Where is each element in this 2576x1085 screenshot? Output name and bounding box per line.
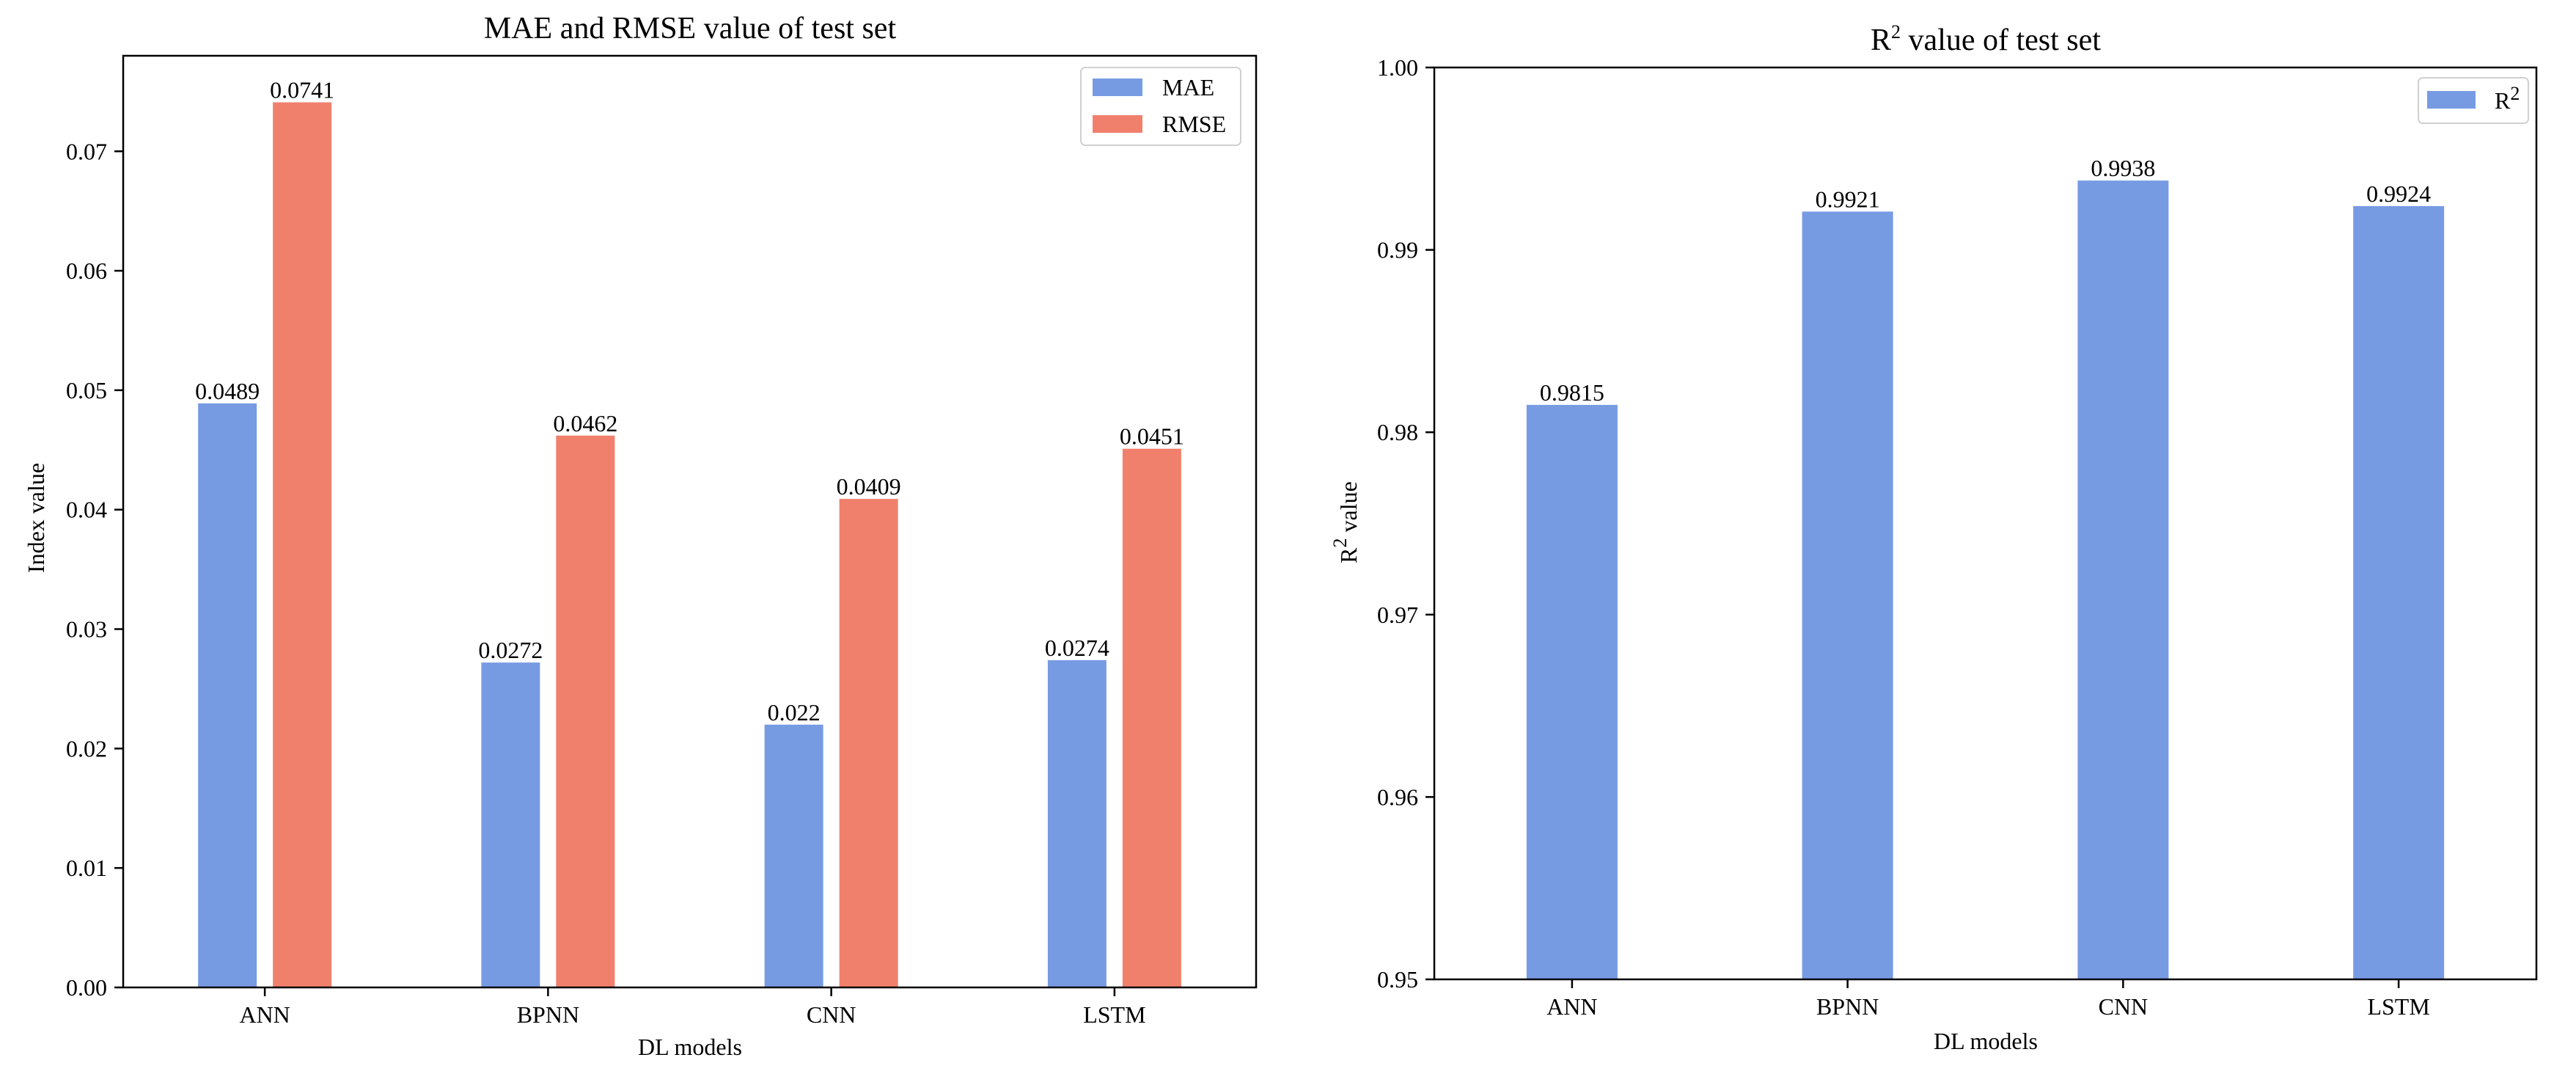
y-tick-label: 0.96 — [1377, 783, 1418, 810]
bar-mae-bpnn — [481, 662, 540, 987]
right-x-axis-label: DL models — [1934, 1028, 2038, 1054]
data-label: 0.9815 — [1540, 379, 1604, 406]
bar-r2-cnn — [2077, 180, 2169, 980]
mae-rmse-chart: MAE and RMSE value of test set DL models… — [23, 12, 1258, 1060]
x-tick-label: CNN — [807, 1001, 856, 1028]
right-legend: R2 — [2418, 77, 2529, 124]
data-label: 0.9924 — [2366, 180, 2431, 207]
y-tick-label: 0.95 — [1377, 966, 1418, 993]
bar-r2-lstm — [2353, 205, 2445, 979]
data-label: 0.0272 — [478, 637, 543, 663]
data-label: 0.9921 — [1816, 186, 1880, 212]
y-tick-label: 0.07 — [66, 138, 107, 164]
bar-r2-ann — [1526, 404, 1618, 979]
bar-rmse-lstm — [1122, 448, 1181, 987]
right-plot-frame — [1433, 66, 2538, 981]
y-tick-label: 0.06 — [66, 257, 107, 284]
right-chart-title: R2 value of test set — [1871, 21, 2101, 57]
bar-rmse-cnn — [839, 499, 898, 987]
data-label: 0.0489 — [195, 378, 260, 404]
y-tick-label: 0.99 — [1377, 237, 1418, 263]
data-label: 0.022 — [768, 699, 821, 726]
legend-swatch-mae — [1093, 78, 1142, 96]
left-y-axis-label: Index value — [23, 463, 49, 573]
legend-label-mae: MAE — [1162, 74, 1214, 101]
right-y-axis-label: R2 value — [1329, 481, 1362, 563]
data-label: 0.0409 — [837, 473, 901, 500]
bar-rmse-ann — [273, 102, 332, 987]
x-tick-label: BPNN — [517, 1001, 579, 1028]
y-tick-label: 0.98 — [1377, 419, 1418, 445]
left-x-axis-label: DL models — [638, 1034, 742, 1060]
x-tick-label: BPNN — [1816, 993, 1879, 1020]
left-plot-frame — [122, 54, 1258, 989]
data-label: 0.0741 — [270, 77, 334, 103]
data-label: 0.0451 — [1120, 423, 1184, 450]
bar-mae-lstm — [1047, 660, 1107, 987]
bar-r2-bpnn — [1802, 211, 1893, 979]
x-tick-label: LSTM — [2367, 993, 2429, 1020]
y-tick-label: 0.00 — [66, 974, 107, 1001]
y-tick-label: 0.02 — [66, 735, 107, 761]
y-tick-label: 0.97 — [1377, 602, 1418, 628]
bar-mae-cnn — [764, 724, 823, 987]
left-chart-title: MAE and RMSE value of test set — [484, 12, 897, 45]
bar-mae-ann — [198, 403, 257, 987]
x-tick-label: LSTM — [1083, 1001, 1145, 1028]
legend-label-r2: R2 — [2495, 83, 2520, 114]
y-tick-label: 0.03 — [66, 616, 107, 643]
x-tick-label: CNN — [2099, 993, 2148, 1020]
data-label: 0.0462 — [553, 410, 617, 436]
r2-chart: R2 value of test set DL models R2 value … — [1329, 21, 2538, 1054]
bar-rmse-bpnn — [556, 435, 615, 987]
legend-swatch-rmse — [1093, 115, 1142, 133]
data-label: 0.9938 — [2091, 155, 2155, 181]
y-tick-label: 0.01 — [66, 855, 107, 881]
legend-swatch-r2 — [2427, 91, 2476, 109]
left-legend: MAE RMSE — [1080, 67, 1241, 146]
legend-label-rmse: RMSE — [1162, 111, 1226, 137]
data-label: 0.0274 — [1045, 635, 1109, 661]
x-tick-label: ANN — [239, 1001, 290, 1028]
y-tick-label: 0.04 — [66, 497, 107, 523]
y-tick-label: 1.00 — [1377, 54, 1418, 81]
x-tick-label: ANN — [1546, 993, 1597, 1020]
y-tick-label: 0.05 — [66, 377, 107, 403]
